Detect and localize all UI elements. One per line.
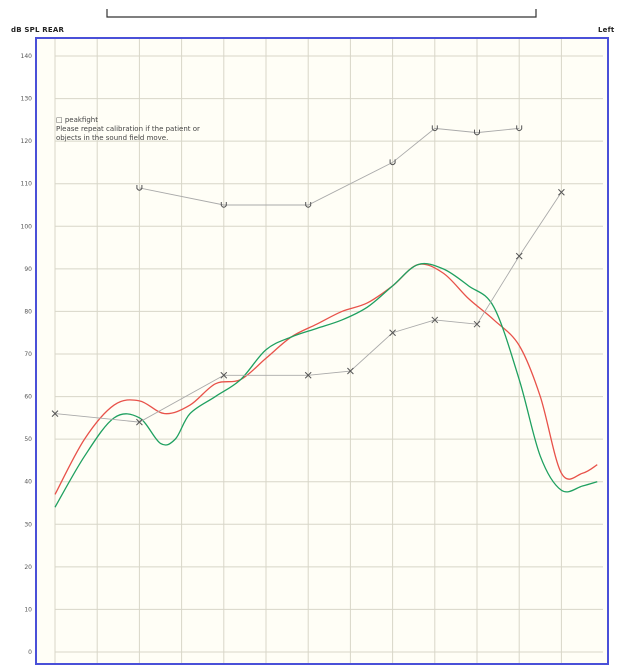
data-point-x-marker — [389, 329, 396, 337]
y-tick-label: 50 — [24, 436, 32, 443]
series-line — [139, 127, 520, 206]
annotation-line-1: □ peakfight — [56, 116, 98, 124]
y-tick-label: 60 — [24, 394, 32, 401]
y-tick-label: 90 — [24, 266, 32, 273]
data-point-u-marker — [220, 202, 227, 208]
y-tick-label: 100 — [21, 223, 33, 230]
y-tick-label: 40 — [24, 479, 32, 486]
y-axis-unit-label: dB SPL REAR — [11, 26, 65, 34]
y-tick-label: 130 — [21, 96, 33, 103]
y-tick-label: 10 — [24, 606, 32, 613]
series-line — [54, 191, 562, 423]
data-point-x-marker — [558, 188, 565, 196]
data-point-x-marker — [347, 367, 354, 375]
data-point-u-marker — [516, 125, 523, 132]
y-tick-label: 70 — [24, 351, 32, 358]
series-1 — [54, 262, 598, 508]
series-2 — [51, 188, 565, 426]
chart-frame — [35, 37, 609, 665]
series-line — [54, 263, 598, 495]
y-tick-label: 110 — [21, 181, 33, 188]
data-point-x-marker — [304, 371, 312, 379]
ear-label: Left — [598, 26, 615, 34]
series-line — [54, 262, 598, 508]
data-point-x-marker — [515, 252, 523, 260]
y-tick-label: 0 — [28, 649, 32, 656]
data-point-x-marker — [51, 410, 59, 417]
data-point-x-marker — [136, 418, 143, 426]
annotation-line-2: Please repeat calibration if the patient… — [56, 125, 200, 133]
data-point-x-marker — [431, 316, 439, 324]
annotation-line-3: objects in the sound field move. — [56, 134, 169, 142]
y-tick-label: 30 — [24, 521, 32, 528]
data-point-x-marker — [473, 320, 481, 328]
top-bracket — [106, 9, 537, 18]
y-tick-label: 140 — [21, 53, 33, 60]
data-point-u-marker — [389, 159, 396, 166]
data-point-x-marker — [220, 371, 228, 379]
data-point-u-marker — [474, 129, 480, 136]
y-tick-label: 20 — [24, 564, 32, 571]
y-tick-label: 80 — [24, 308, 32, 315]
data-point-u-marker — [431, 125, 438, 132]
data-point-u-marker — [305, 202, 312, 208]
series-0 — [54, 263, 598, 495]
series-3 — [136, 125, 523, 208]
data-point-u-marker — [136, 184, 143, 191]
y-tick-label: 120 — [21, 138, 33, 145]
